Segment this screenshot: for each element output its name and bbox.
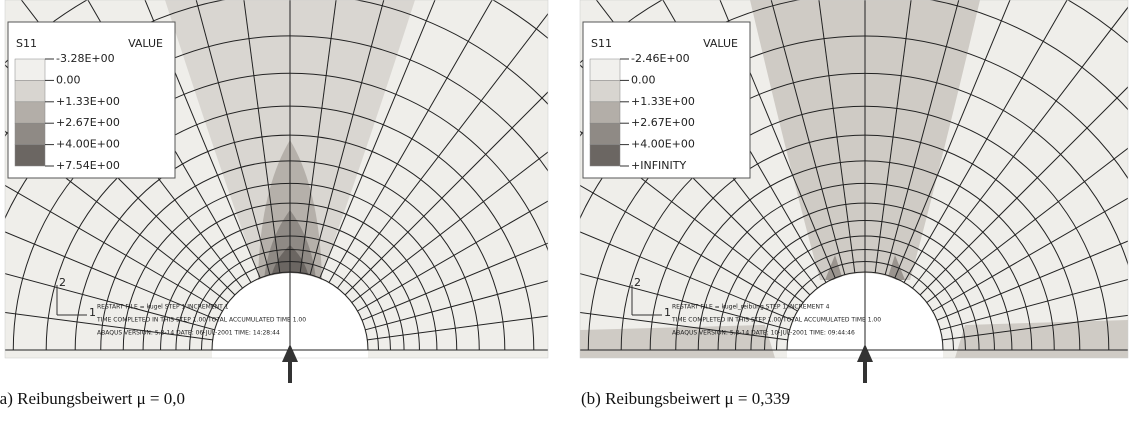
legend-swatch xyxy=(14,144,46,167)
triad-label: 2 xyxy=(59,276,66,289)
mesh-radial xyxy=(942,314,1128,341)
triad-label: 2 xyxy=(634,276,641,289)
mesh-radial xyxy=(595,0,818,289)
plot-frame xyxy=(4,0,549,359)
mesh-radial xyxy=(195,0,271,275)
mesh-radial xyxy=(940,279,1128,331)
mesh-radial xyxy=(580,130,804,303)
mesh-radial xyxy=(884,0,960,275)
mesh-radial xyxy=(580,184,798,312)
legend-label: -3.28E+00 xyxy=(56,52,115,65)
mesh-radial xyxy=(365,280,548,331)
mesh-radial xyxy=(919,86,1128,296)
mesh-radial xyxy=(319,0,436,279)
mesh-radial xyxy=(926,147,1128,303)
contour-zone xyxy=(580,320,1128,358)
legend-label: +2.67E+00 xyxy=(631,116,695,129)
legend-swatch xyxy=(589,144,621,167)
mesh-radial xyxy=(20,0,243,289)
legend-swatch xyxy=(589,122,621,145)
legend-variable: S11 xyxy=(591,37,612,50)
legend-label: -2.46E+00 xyxy=(631,52,690,65)
legend-label: +1.33E+00 xyxy=(631,95,695,108)
mesh-radial xyxy=(5,273,215,331)
mesh-radial xyxy=(5,311,213,341)
legend-label: 0.00 xyxy=(631,73,656,86)
mesh-radial xyxy=(580,64,811,296)
legend-label: +2.67E+00 xyxy=(56,116,120,129)
legend-label: +4.00E+00 xyxy=(56,138,120,151)
mesh-radial xyxy=(932,197,1128,312)
mesh-radial xyxy=(580,311,788,341)
mesh-radial xyxy=(351,151,548,303)
plot-frame xyxy=(579,0,1129,359)
mesh-radial xyxy=(936,240,1128,321)
info-text: RESTART FILE = kugel_reibung STEP 1 INCR… xyxy=(672,304,830,311)
legend-swatch xyxy=(589,58,621,81)
legend-swatch xyxy=(14,101,46,124)
legend-header: VALUE xyxy=(128,37,163,50)
mesh-radial xyxy=(87,0,252,283)
legend-swatch xyxy=(589,101,621,124)
mesh-radial xyxy=(344,91,548,296)
triad-label: 1 xyxy=(664,306,671,319)
caption: (a) Reibungsbeiwert μ = 0,0 xyxy=(0,389,185,408)
mesh-radial xyxy=(337,12,548,289)
legend-header: VALUE xyxy=(703,37,738,50)
mesh-radial xyxy=(357,200,548,312)
triad-label: 1 xyxy=(89,306,96,319)
legend-swatch xyxy=(14,58,46,81)
legend-label: +4.00E+00 xyxy=(631,138,695,151)
legend-label: +7.54E+00 xyxy=(56,159,120,172)
mesh-radial xyxy=(361,242,548,321)
legend-variable: S11 xyxy=(16,37,37,50)
info-text: ABAQUS VERSION: 5.8-14 DATE: 06-JUL-2001… xyxy=(97,330,280,337)
fe-plot xyxy=(5,0,548,358)
legend-swatch xyxy=(589,80,621,103)
mesh-radial xyxy=(5,231,219,321)
mesh-radial xyxy=(818,0,856,273)
mesh-radial xyxy=(328,0,493,283)
mesh-radial xyxy=(874,0,912,273)
load-arrow-head xyxy=(282,344,298,362)
mesh-radial xyxy=(903,0,1068,283)
info-text: ABAQUS VERSION: 5.8-14 DATE: 10-JUL-2001… xyxy=(672,330,855,337)
caption: (b) Reibungsbeiwert μ = 0,339 xyxy=(581,389,790,408)
mesh-radial xyxy=(299,0,337,273)
mesh-radial xyxy=(719,0,836,279)
mesh-radial xyxy=(309,0,385,275)
mesh-radial xyxy=(580,273,790,331)
mesh-radial xyxy=(243,0,281,273)
mesh-radial xyxy=(5,130,229,303)
info-text: RESTART FILE = kugel STEP 1 INCREMENT 1 xyxy=(97,304,229,311)
mesh-radial xyxy=(770,0,846,275)
mesh-radial xyxy=(662,0,827,283)
mesh-radial xyxy=(367,315,548,341)
legend-label: +INFINITY xyxy=(631,159,686,172)
mesh-radial xyxy=(894,0,1011,279)
mesh-radial xyxy=(580,231,794,321)
info-text: TIME COMPLETED IN THIS STEP 1.00 TOTAL A… xyxy=(671,317,881,324)
mesh-radial xyxy=(5,64,236,296)
load-arrow-head xyxy=(857,344,873,362)
mesh-radial xyxy=(144,0,261,279)
legend-label: +1.33E+00 xyxy=(56,95,120,108)
mesh-radial xyxy=(912,6,1128,289)
mesh-radial xyxy=(5,184,223,312)
legend-swatch xyxy=(14,122,46,145)
contour-zone xyxy=(825,255,905,280)
legend-label: 0.00 xyxy=(56,73,81,86)
legend-swatch xyxy=(14,80,46,103)
info-text: TIME COMPLETED IN THIS STEP 1.00 TOTAL A… xyxy=(96,317,306,324)
